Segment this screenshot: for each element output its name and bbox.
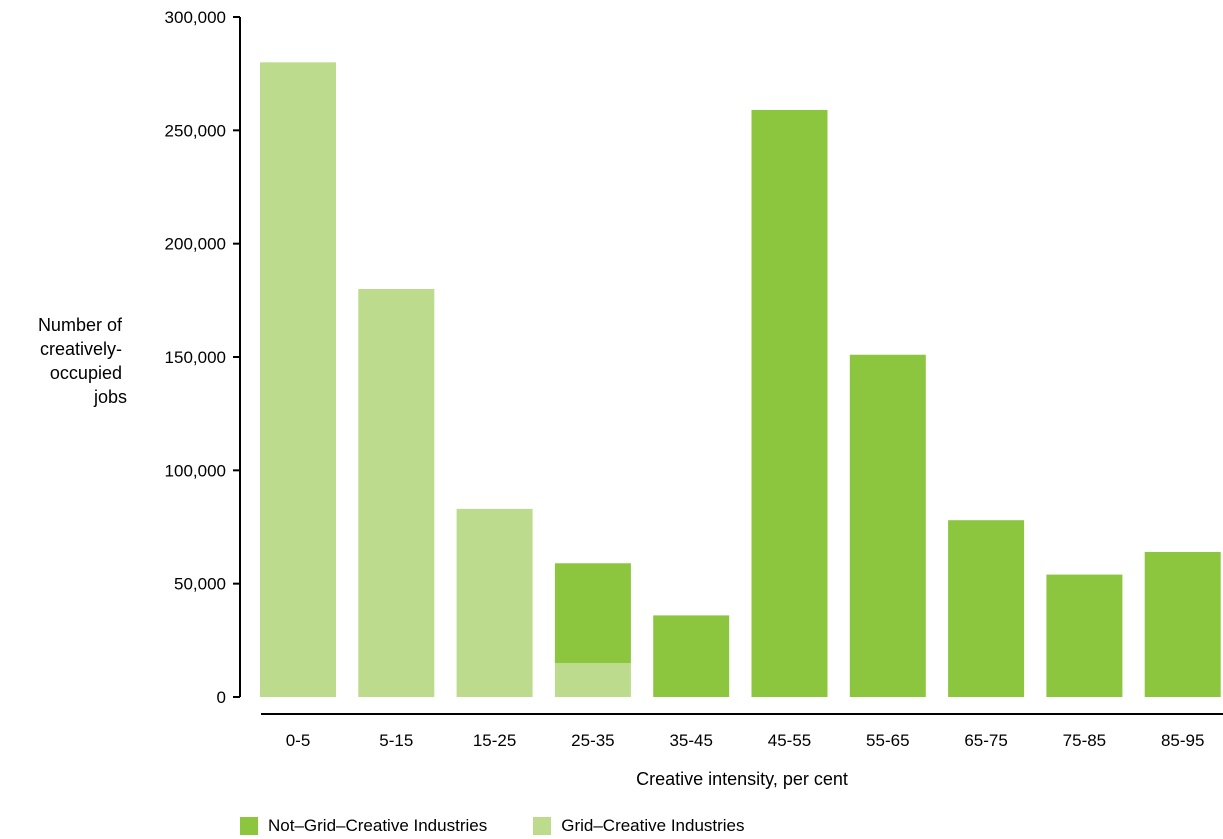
x-tick-label: 0-5	[286, 731, 311, 750]
bar-not-grid-85-95	[1144, 551, 1221, 697]
y-tick-label: 200,000	[165, 235, 226, 254]
legend-item-not-grid: Not–Grid–Creative Industries	[240, 816, 487, 836]
legend-item-grid: Grid–Creative Industries	[533, 816, 745, 836]
legend-swatch-grid	[533, 817, 552, 835]
x-tick-label: 35-45	[669, 731, 712, 750]
x-tick-label: 55-65	[866, 731, 909, 750]
bar-not-grid-75-85	[1046, 574, 1123, 697]
y-tick-label: 100,000	[165, 461, 226, 480]
x-axis-title: Creative intensity, per cent	[636, 769, 848, 789]
x-tick-label: 5-15	[379, 731, 413, 750]
bar-not-grid-65-75	[948, 520, 1025, 697]
x-tick-label: 45-55	[768, 731, 811, 750]
x-tick-label: 15-25	[473, 731, 516, 750]
y-tick-label: 0	[217, 688, 226, 707]
y-tick-label: 50,000	[174, 575, 226, 594]
y-tick-label: 150,000	[165, 348, 226, 367]
legend-label-grid: Grid–Creative Industries	[561, 816, 745, 835]
y-axis-title-line: Number of	[38, 315, 123, 335]
y-tick-label: 300,000	[165, 8, 226, 27]
x-tick-label: 25-35	[571, 731, 614, 750]
bar-grid-5-15	[358, 289, 435, 697]
y-axis-title-line: occupied	[50, 363, 122, 383]
y-axis-title: Number of creatively- occupied jobs	[38, 315, 127, 407]
x-tick-label: 85-95	[1161, 731, 1204, 750]
legend-swatch-not-grid	[240, 817, 258, 835]
x-tick-label: 65-75	[964, 731, 1007, 750]
bar-not-grid-45-55	[751, 109, 828, 697]
y-axis: 0 50,000 100,000 150,000 200,000 250,000 300,0…	[165, 8, 241, 707]
legend-label-not-grid: Not–Grid–Creative Industries	[268, 816, 488, 835]
bars	[260, 62, 1221, 698]
x-tick-label: 75-85	[1063, 731, 1106, 750]
bar-not-grid-55-65	[849, 354, 926, 697]
y-axis-title-line: jobs	[93, 387, 127, 407]
legend: Not–Grid–Creative Industries Grid–Creati…	[240, 816, 745, 836]
bar-grid-15-25	[456, 508, 533, 697]
bar-not-grid-25-35	[554, 563, 631, 663]
x-axis: 0-5 5-15 15-25 25-35 35-45 45-55 55-65 65-75 75-…	[261, 713, 1223, 750]
bar-grid-0-5	[260, 62, 336, 698]
bar-not-grid-35-45	[653, 615, 730, 697]
bar-grid-25-35	[554, 663, 631, 697]
y-axis-title-line: creatively-	[40, 339, 122, 359]
y-tick-label: 250,000	[165, 121, 226, 140]
